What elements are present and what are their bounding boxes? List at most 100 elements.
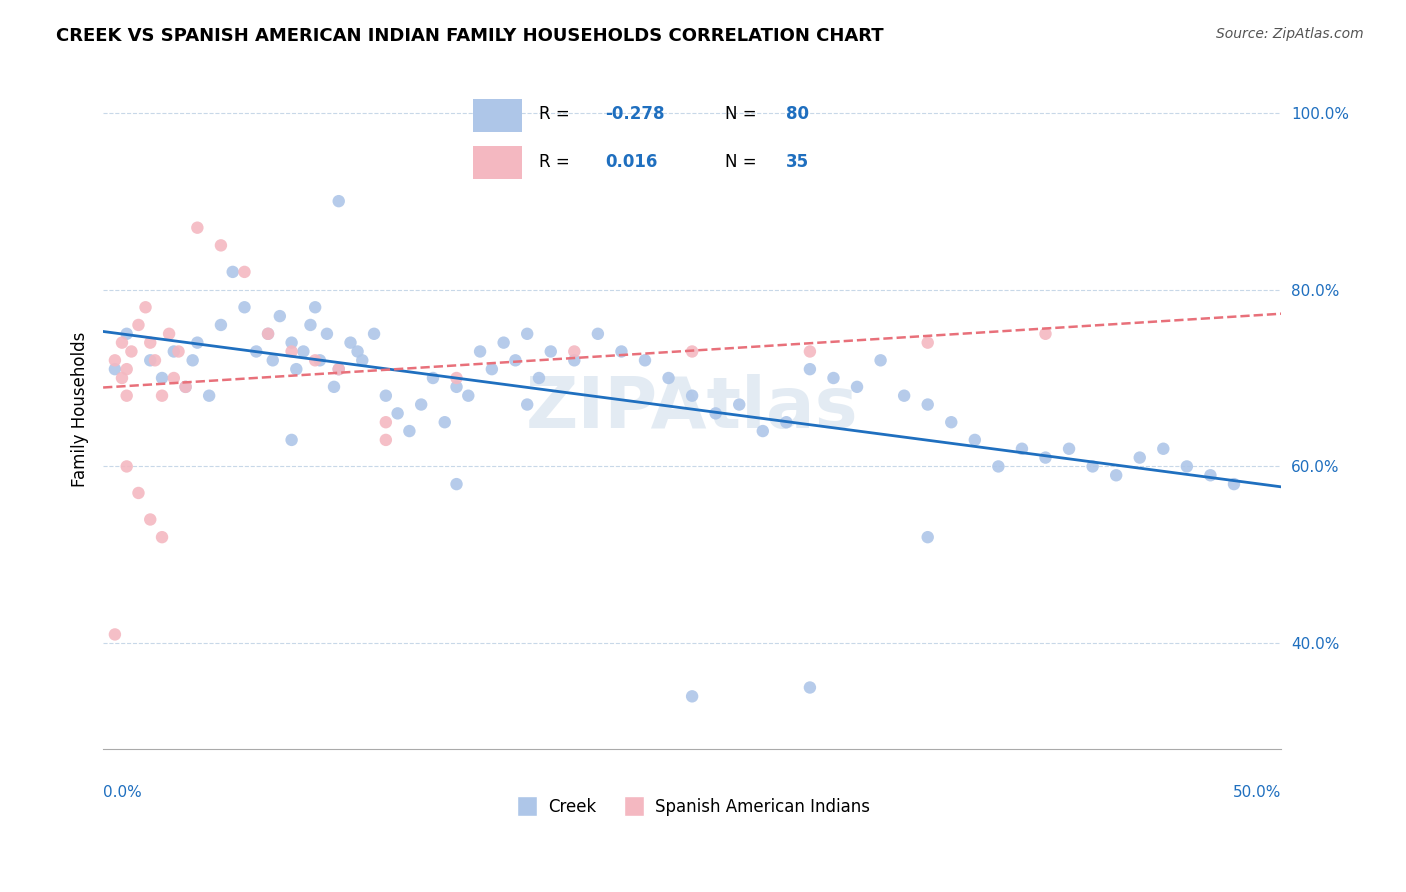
Point: [339, 335, 361, 350]
Point: [457, 389, 479, 403]
Point: [446, 477, 468, 491]
Point: [328, 362, 350, 376]
Point: [1035, 450, 1057, 465]
Point: [917, 398, 939, 412]
Point: [1199, 468, 1222, 483]
Point: [893, 389, 915, 403]
Point: [328, 194, 350, 209]
Point: [562, 344, 585, 359]
Point: [387, 406, 409, 420]
Y-axis label: Family Households: Family Households: [72, 331, 89, 487]
Point: [139, 335, 162, 350]
Point: [1011, 442, 1033, 456]
Point: [799, 344, 821, 359]
Point: [374, 415, 396, 429]
Point: [562, 353, 585, 368]
Point: [374, 389, 396, 403]
Point: [516, 398, 538, 412]
Point: [799, 362, 821, 376]
Point: [516, 326, 538, 341]
Point: [257, 326, 280, 341]
Point: [222, 265, 245, 279]
Point: [115, 389, 138, 403]
Point: [1223, 477, 1246, 491]
Point: [174, 380, 197, 394]
Point: [139, 512, 162, 526]
Text: CREEK VS SPANISH AMERICAN INDIAN FAMILY HOUSEHOLDS CORRELATION CHART: CREEK VS SPANISH AMERICAN INDIAN FAMILY …: [56, 27, 884, 45]
Point: [233, 265, 256, 279]
Point: [681, 344, 703, 359]
Point: [963, 433, 986, 447]
Point: [586, 326, 609, 341]
Point: [209, 238, 232, 252]
Point: [610, 344, 633, 359]
Point: [174, 380, 197, 394]
Point: [167, 344, 190, 359]
Point: [492, 335, 515, 350]
Point: [1175, 459, 1198, 474]
Point: [468, 344, 491, 359]
Point: [292, 344, 315, 359]
Point: [869, 353, 891, 368]
Point: [917, 530, 939, 544]
Point: [245, 344, 267, 359]
Point: [1152, 442, 1174, 456]
Text: Source: ZipAtlas.com: Source: ZipAtlas.com: [1216, 27, 1364, 41]
Point: [280, 335, 302, 350]
Point: [299, 318, 322, 332]
Point: [1081, 459, 1104, 474]
Point: [135, 300, 157, 314]
Point: [150, 389, 173, 403]
Point: [634, 353, 657, 368]
Point: [280, 344, 302, 359]
Point: [823, 371, 845, 385]
Point: [104, 353, 127, 368]
Point: [658, 371, 681, 385]
Point: [1035, 326, 1057, 341]
Point: [328, 362, 350, 376]
Point: [799, 681, 821, 695]
Point: [681, 389, 703, 403]
Point: [1057, 442, 1080, 456]
Point: [505, 353, 527, 368]
Point: [987, 459, 1010, 474]
Text: ZIPAtlas: ZIPAtlas: [526, 375, 859, 443]
Point: [752, 424, 775, 438]
Point: [157, 326, 180, 341]
Point: [233, 300, 256, 314]
Point: [115, 326, 138, 341]
Point: [481, 362, 503, 376]
Point: [285, 362, 308, 376]
Point: [150, 530, 173, 544]
Point: [917, 335, 939, 350]
Point: [728, 398, 751, 412]
Point: [316, 326, 339, 341]
Point: [1129, 450, 1152, 465]
Point: [941, 415, 963, 429]
Point: [150, 371, 173, 385]
Point: [127, 486, 149, 500]
Point: [181, 353, 204, 368]
Point: [323, 380, 346, 394]
Point: [280, 433, 302, 447]
Point: [127, 318, 149, 332]
Point: [198, 389, 221, 403]
Point: [104, 362, 127, 376]
Point: [186, 335, 208, 350]
Point: [304, 353, 326, 368]
Legend: Creek, Spanish American Indians: Creek, Spanish American Indians: [508, 791, 876, 822]
Point: [527, 371, 550, 385]
Point: [111, 371, 134, 385]
Point: [540, 344, 562, 359]
Point: [163, 371, 186, 385]
Point: [411, 398, 433, 412]
Point: [269, 309, 291, 323]
Point: [262, 353, 284, 368]
Point: [143, 353, 166, 368]
Point: [846, 380, 869, 394]
Text: 0.0%: 0.0%: [103, 785, 142, 800]
Text: 50.0%: 50.0%: [1233, 785, 1281, 800]
Point: [374, 433, 396, 447]
Point: [163, 344, 186, 359]
Point: [352, 353, 374, 368]
